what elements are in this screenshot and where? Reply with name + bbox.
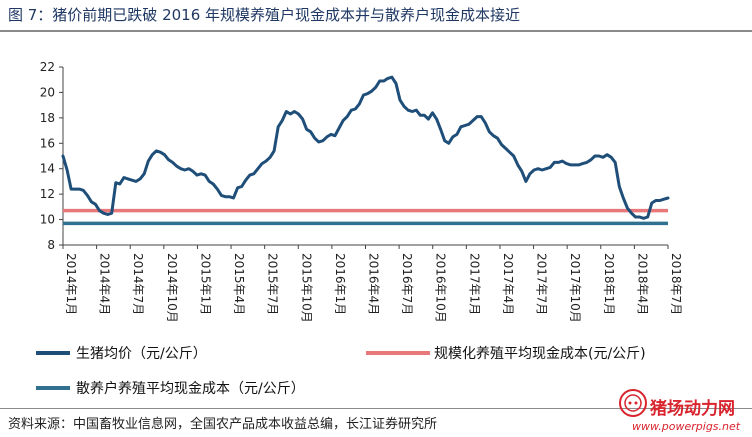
x-tick-label: 2015年4月 — [232, 253, 246, 315]
legend-scale-cost-label: 规模化养殖平均现金成本(元/公斤) — [434, 345, 646, 362]
x-axis: 2014年1月 2014年4月 2014年7月 2014年10月 2015年1月 2015… — [62, 244, 683, 323]
x-tick-label: 2017年10月 — [568, 253, 582, 323]
chart-title: 图 7：猪价前期已跌破 2016 年规模养殖户现金成本并与散养户现金成本接近 — [8, 6, 521, 24]
legend-backyard-cost-label: 散养户养殖平均现金成本（元/公斤） — [76, 380, 305, 397]
watermark-url: www.powerpigs.net — [632, 420, 741, 433]
legend-price-label: 生猪均价（元/公斤） — [76, 346, 207, 362]
x-tick-label: 2014年7月 — [131, 253, 145, 315]
x-tick-label: 2014年4月 — [98, 253, 112, 315]
watermark-logo-icon — [619, 389, 647, 417]
source-divider — [0, 408, 752, 409]
x-tick-label: 2015年10月 — [299, 253, 313, 323]
x-tick-label: 2017年4月 — [501, 253, 515, 315]
source-note: 资料来源：中国畜牧业信息网，全国农产品成本收益总编，长江证券研究所 — [8, 417, 438, 432]
x-tick-label: 2015年7月 — [266, 253, 280, 315]
x-tick-label: 2016年7月 — [400, 253, 414, 315]
x-tick-label: 2018年7月 — [669, 253, 683, 315]
x-tick-label: 2015年1月 — [198, 253, 212, 315]
watermark-name: 猪场动力网 — [650, 399, 735, 419]
y-tick-label: 8 — [47, 238, 55, 252]
x-tick-label: 2017年1月 — [467, 253, 481, 315]
x-tick-label: 2018年1月 — [602, 253, 616, 315]
x-tick-label: 2016年1月 — [333, 253, 347, 315]
y-tick-label: 18 — [40, 111, 55, 125]
x-tick-label: 2017年7月 — [535, 253, 549, 315]
legend: 生猪均价（元/公斤） 规模化养殖平均现金成本(元/公斤) 散养户养殖平均现金成本（元… — [36, 345, 646, 397]
title-divider — [0, 30, 752, 32]
y-tick-label: 16 — [40, 136, 55, 150]
x-tick-label: 2016年4月 — [367, 253, 381, 315]
series-layer — [61, 75, 670, 226]
x-tick-label: 2016年10月 — [434, 253, 448, 323]
y-tick-label: 20 — [40, 85, 55, 99]
y-tick-label: 14 — [40, 162, 55, 176]
x-tick-label: 2014年10月 — [165, 253, 179, 323]
x-tick-label: 2018年4月 — [635, 253, 649, 315]
y-axis: 8 10 12 14 16 18 20 22 — [40, 60, 64, 252]
y-tick-label: 22 — [40, 60, 55, 74]
y-tick-label: 10 — [40, 213, 55, 227]
y-tick-label: 12 — [40, 187, 55, 201]
price-series-line — [61, 75, 670, 220]
x-tick-label: 2014年1月 — [64, 253, 78, 315]
